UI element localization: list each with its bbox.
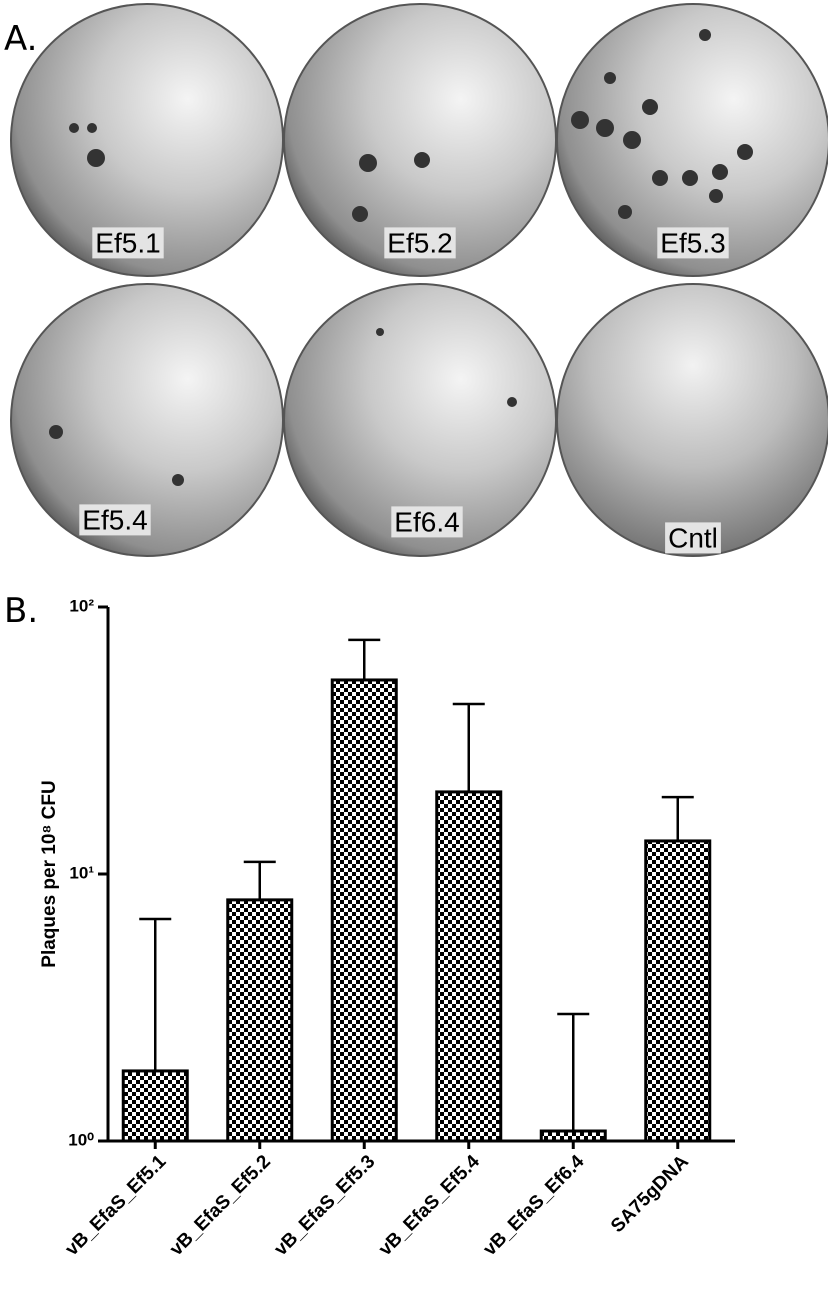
x-tick-label: SA75gDNA: [607, 1151, 693, 1237]
plaques: [49, 29, 753, 486]
plate-label-box: [665, 522, 721, 554]
plate-label: Ef5.2: [387, 227, 452, 258]
bar-chart: 10⁰ 10¹ 10² Plaques per 10⁸ CFU vB_EfaS_Ef5.…: [39, 596, 735, 1260]
x-tick-label: vB_EfaS_Ef5.4: [375, 1151, 484, 1260]
bar: [226, 898, 294, 1143]
plate-label: Ef5.3: [660, 227, 725, 258]
bar: [435, 790, 503, 1143]
plate-label: Ef5.1: [95, 227, 160, 258]
bar: [121, 1069, 189, 1143]
panel-label: A.: [4, 19, 37, 59]
plate: [556, 283, 828, 557]
plate-label-box: [92, 227, 164, 259]
plate-label: Cntl: [668, 522, 718, 553]
plate-label: Ef6.4: [394, 506, 459, 537]
plate-label-box: [384, 227, 456, 259]
plate-label-box: [79, 504, 151, 536]
x-tick-label: vB_EfaS_Ef5.1: [61, 1151, 170, 1260]
bar: [644, 839, 712, 1143]
plate-label-box: [391, 506, 463, 538]
panel-label: B.: [4, 591, 38, 631]
x-tick-label: vB_EfaS_Ef6.4: [479, 1151, 588, 1260]
y-axis-label: Plaques per 10⁸ CFU: [39, 780, 60, 967]
bar: [330, 678, 398, 1143]
x-tick-label: vB_EfaS_Ef5.2: [166, 1151, 275, 1260]
plates: Ef5.1 Ef5.2 Ef5.3 Ef5.4 Ef6.4 Cntl: [10, 3, 828, 557]
y-tick-label: 10²: [69, 596, 94, 615]
x-tick-label: vB_EfaS_Ef5.3: [270, 1151, 379, 1260]
plate-label: Ef5.4: [82, 504, 147, 535]
y-tick-label: 10¹: [69, 863, 94, 882]
plate-label-box: [657, 227, 729, 259]
y-tick-label: 10⁰: [68, 1130, 94, 1149]
